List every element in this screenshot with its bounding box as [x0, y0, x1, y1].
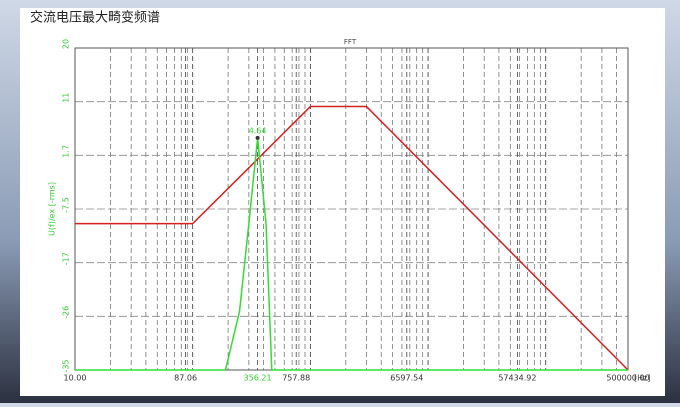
x-tick-label: 356.21	[244, 374, 272, 383]
x-tick-label: 757.88	[282, 374, 310, 383]
x-tick-label: 500000.00	[606, 374, 649, 383]
x-tick-label: 6597.54	[390, 374, 423, 383]
panel	[20, 8, 665, 396]
y-tick-label: -17	[62, 252, 71, 265]
y-axis-label: U(f)/ex [-rms]	[48, 182, 57, 236]
x-unit: [Hz]	[634, 374, 650, 383]
y-tick-label: -7.5	[62, 197, 71, 213]
series-line	[75, 137, 628, 371]
plot: 20 11 1.7 -7.5 -17 -26 -35 10.00 87.06 356.21 757.…	[62, 39, 650, 383]
x-tick-label: 57434.92	[498, 374, 536, 383]
peak-marker	[255, 135, 260, 140]
data-label: 4.64	[249, 126, 267, 135]
y-tick-label: -35	[62, 359, 71, 372]
y-tick-label: 20	[62, 39, 71, 49]
series-line	[75, 105, 629, 371]
page-title: 交流电压最大畸变频谱	[30, 10, 160, 26]
chart-title: FFT	[344, 38, 357, 46]
x-tick-label: 10.00	[64, 374, 87, 383]
y-tick-label: 11	[62, 93, 71, 103]
y-tick-label: -26	[62, 306, 71, 319]
y-tick-label: 1.7	[62, 145, 71, 158]
x-tick-label: 87.06	[174, 374, 197, 383]
